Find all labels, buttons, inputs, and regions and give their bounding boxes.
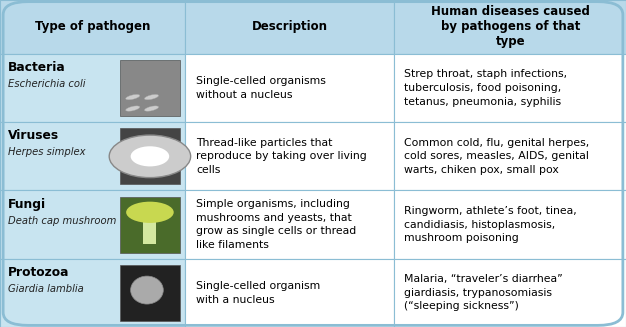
Text: Herpes simplex: Herpes simplex <box>8 147 85 157</box>
FancyBboxPatch shape <box>143 219 156 244</box>
FancyBboxPatch shape <box>120 60 180 116</box>
Text: Protozoa: Protozoa <box>8 266 69 279</box>
Ellipse shape <box>145 106 158 111</box>
Text: Escherichia coli: Escherichia coli <box>8 79 85 89</box>
FancyBboxPatch shape <box>120 197 180 252</box>
FancyBboxPatch shape <box>185 0 394 54</box>
FancyBboxPatch shape <box>394 122 626 190</box>
Text: Bacteria: Bacteria <box>8 61 65 74</box>
FancyBboxPatch shape <box>185 122 394 190</box>
Ellipse shape <box>145 95 158 100</box>
Text: Giardia lamblia: Giardia lamblia <box>8 284 83 294</box>
FancyBboxPatch shape <box>0 0 185 54</box>
Text: Viruses: Viruses <box>8 129 59 143</box>
Text: Strep throat, staph infections,
tuberculosis, food poisoning,
tetanus, pneumonia: Strep throat, staph infections, tubercul… <box>404 69 567 107</box>
FancyBboxPatch shape <box>394 54 626 122</box>
Text: Malaria, “traveler’s diarrhea”
giardiasis, trypanosomiasis
(“sleeping sickness”): Malaria, “traveler’s diarrhea” giardiasi… <box>404 274 563 312</box>
Text: Human diseases caused
by pathogens of that
type: Human diseases caused by pathogens of th… <box>431 6 590 48</box>
Text: Fungi: Fungi <box>8 198 46 211</box>
FancyBboxPatch shape <box>0 190 185 259</box>
FancyBboxPatch shape <box>394 0 626 54</box>
FancyBboxPatch shape <box>394 190 626 259</box>
Text: Single-celled organism
with a nucleus: Single-celled organism with a nucleus <box>196 281 320 305</box>
FancyBboxPatch shape <box>0 54 185 122</box>
Text: Description: Description <box>252 21 327 33</box>
FancyBboxPatch shape <box>120 129 180 184</box>
Text: Single-celled organisms
without a nucleus: Single-celled organisms without a nucleu… <box>196 76 326 100</box>
Ellipse shape <box>126 106 140 111</box>
FancyBboxPatch shape <box>0 122 185 190</box>
FancyBboxPatch shape <box>120 265 180 321</box>
FancyBboxPatch shape <box>0 259 185 327</box>
Text: Common cold, flu, genital herpes,
cold sores, measles, AIDS, genital
warts, chik: Common cold, flu, genital herpes, cold s… <box>404 138 589 175</box>
Text: Simple organisms, including
mushrooms and yeasts, that
grow as single cells or t: Simple organisms, including mushrooms an… <box>196 199 356 250</box>
FancyBboxPatch shape <box>394 259 626 327</box>
Text: Thread-like particles that
reproduce by taking over living
cells: Thread-like particles that reproduce by … <box>196 138 367 175</box>
FancyBboxPatch shape <box>185 190 394 259</box>
Text: Type of pathogen: Type of pathogen <box>34 21 150 33</box>
Circle shape <box>109 135 191 178</box>
FancyBboxPatch shape <box>185 259 394 327</box>
Circle shape <box>131 146 169 166</box>
Ellipse shape <box>126 95 140 100</box>
FancyBboxPatch shape <box>185 54 394 122</box>
Text: Death cap mushroom: Death cap mushroom <box>8 216 116 226</box>
Text: Ringworm, athlete’s foot, tinea,
candidiasis, histoplasmosis,
mushroom poisoning: Ringworm, athlete’s foot, tinea, candidi… <box>404 206 577 243</box>
Ellipse shape <box>131 276 163 304</box>
Ellipse shape <box>126 202 173 223</box>
